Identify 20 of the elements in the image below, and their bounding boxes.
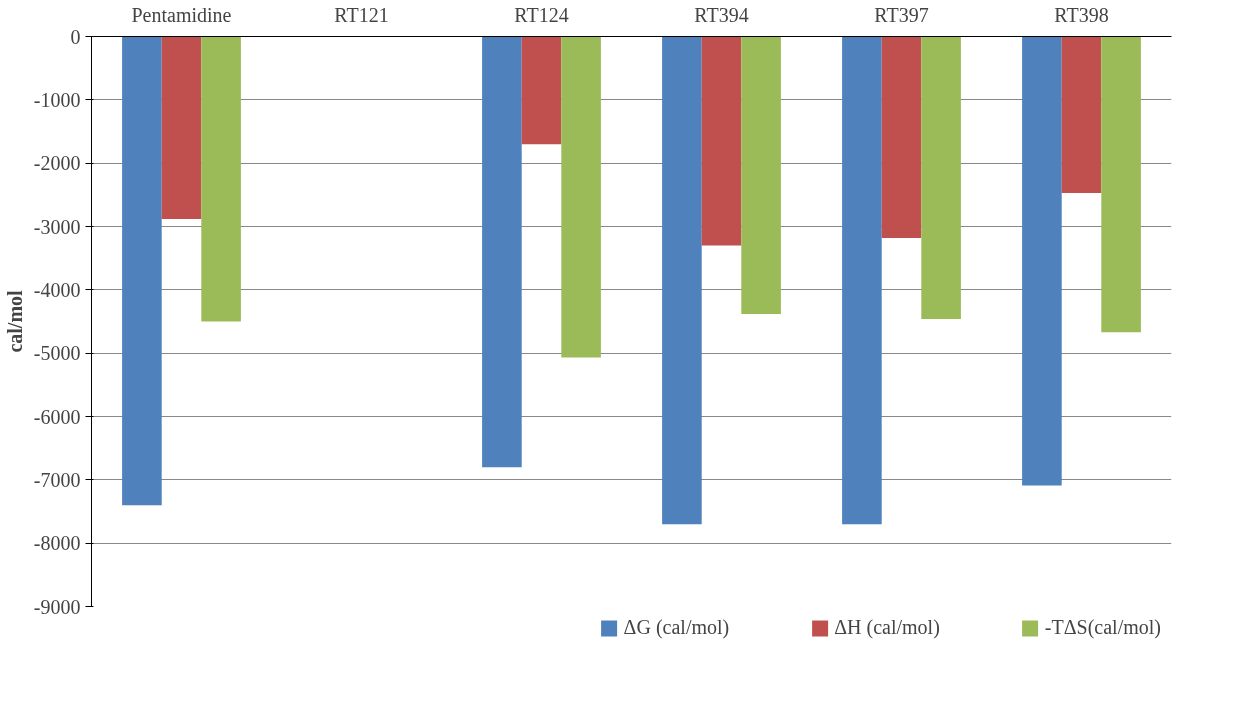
y-tick-label: -3000 xyxy=(33,215,81,238)
y-tick-label: -7000 xyxy=(33,468,81,491)
x-tick-label: RT398 xyxy=(1054,3,1109,26)
legend-label: ΔH (cal/mol) xyxy=(834,616,940,639)
y-tick-label: -1000 xyxy=(33,88,81,111)
y-tick-label: -5000 xyxy=(33,342,81,365)
y-axis-title: cal/mol xyxy=(3,289,26,353)
y-tick-label: -8000 xyxy=(33,532,81,555)
x-tick-label: RT397 xyxy=(874,3,929,26)
legend-label: -TΔS(cal/mol) xyxy=(1044,616,1161,639)
x-tick-label: RT394 xyxy=(694,3,749,26)
y-tick-label: -2000 xyxy=(33,152,81,175)
y-tick-label: 0 xyxy=(70,25,81,48)
x-tick-label: RT124 xyxy=(514,3,569,26)
y-tick-label: -6000 xyxy=(33,405,81,428)
legend-label: ΔG (cal/mol) xyxy=(623,616,730,639)
y-tick-label: -9000 xyxy=(33,595,81,618)
x-tick-label: RT121 xyxy=(334,3,389,26)
x-tick-label: Pentamidine xyxy=(131,3,232,26)
y-tick-label: -4000 xyxy=(33,278,81,301)
